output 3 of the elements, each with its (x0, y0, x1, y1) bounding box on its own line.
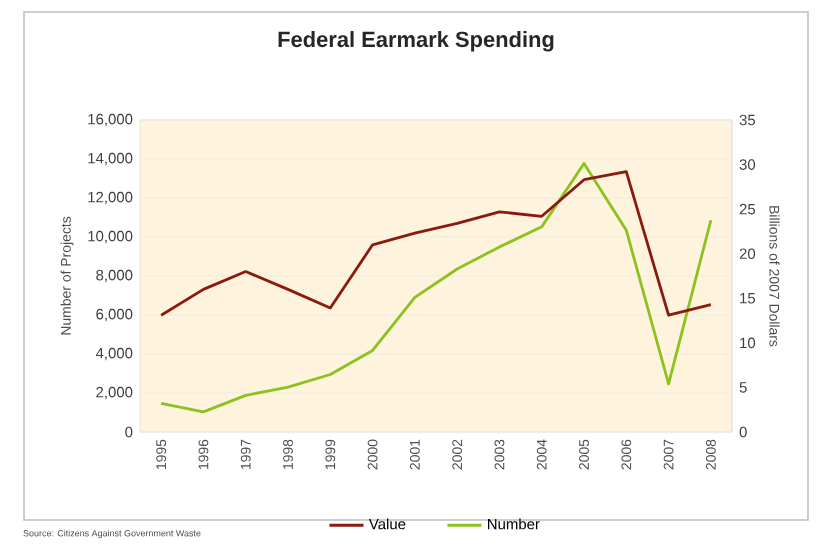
line-series (159, 162, 713, 414)
line-series (159, 170, 713, 317)
chart-title: Federal Earmark Spending (278, 31, 554, 52)
